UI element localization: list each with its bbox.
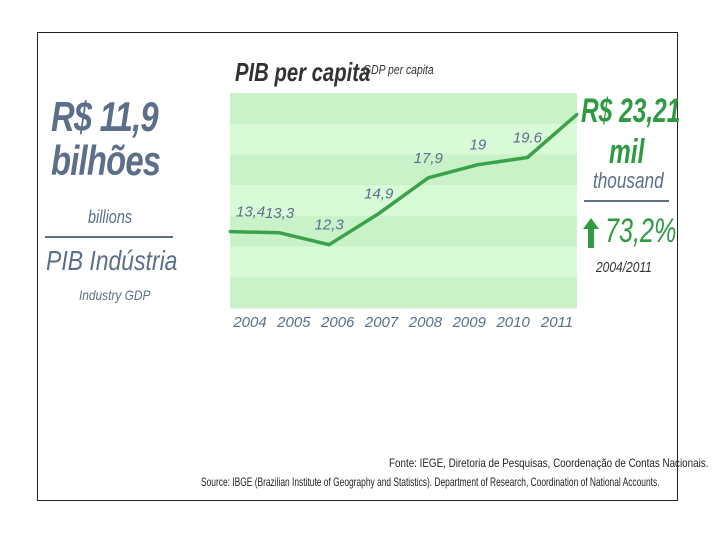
data-point <box>278 231 282 235</box>
data-label: 19 <box>470 137 487 154</box>
plot-background-band <box>230 185 577 217</box>
chart-title: PIB per capita <box>235 57 371 87</box>
data-point <box>575 112 579 116</box>
series-line <box>229 113 579 247</box>
x-tick-label: 2011 <box>540 314 573 331</box>
data-label: 13,3 <box>265 205 295 222</box>
x-tick-label: 2005 <box>276 314 311 331</box>
industry-label-en: Industry GDP <box>79 287 151 303</box>
data-point <box>426 176 430 180</box>
x-tick-label: 2010 <box>495 314 530 331</box>
data-label: 17,9 <box>414 150 444 167</box>
plot-background-band <box>230 246 577 278</box>
x-tick-label: 2009 <box>452 314 487 331</box>
per-capita-unit: mil <box>609 133 645 171</box>
industry-value-line2: bilhões <box>51 137 161 184</box>
data-label: 14,9 <box>364 186 394 203</box>
growth-period: 2004/2011 <box>596 259 652 276</box>
chart-subtitle: GDP per capita <box>363 62 434 77</box>
per-capita-value: R$ 23,21 <box>581 92 681 130</box>
data-point <box>327 243 331 247</box>
x-tick-label: 2004 <box>232 314 266 331</box>
data-label: 13,4 <box>236 204 265 221</box>
industry-value: R$ 11,9 bilhões <box>51 93 161 184</box>
x-tick-label: 2006 <box>320 314 355 331</box>
data-label: 19.6 <box>513 130 543 147</box>
plot-background-band <box>230 277 577 309</box>
data-point <box>525 156 529 159</box>
industry-label: PIB Indústria <box>46 245 178 276</box>
source-en: Source: IBGE (Brazilian Institute of Geo… <box>201 475 660 489</box>
up-arrow-icon <box>583 218 599 248</box>
plot-background-band <box>230 123 577 155</box>
industry-value-line1: R$ 11,9 <box>51 93 159 140</box>
plot-background-band <box>230 215 577 248</box>
data-point <box>377 212 381 216</box>
x-tick-label: 2008 <box>408 314 443 331</box>
growth-value: 73,2% <box>605 212 677 250</box>
right-divider <box>584 200 669 202</box>
industry-value-en: billions <box>88 207 133 227</box>
data-label: 12,3 <box>315 217 345 234</box>
plot-background-band <box>230 93 577 125</box>
industry-divider <box>45 236 173 238</box>
data-point <box>476 163 480 167</box>
per-capita-unit-en: thousand <box>593 168 664 193</box>
source-pt: Fonte: IEGE, Diretoria de Pesquisas, Coo… <box>389 456 709 470</box>
slide-frame <box>37 32 678 501</box>
x-tick-label: 2007 <box>364 314 399 331</box>
data-point <box>228 230 232 234</box>
